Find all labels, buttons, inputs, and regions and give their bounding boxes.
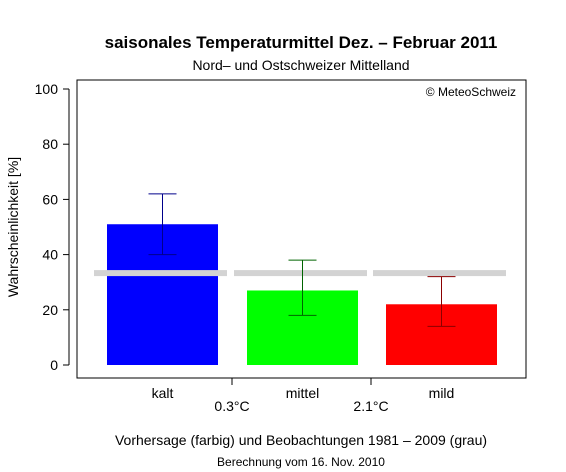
- x-axis: kalt mittel mild 0.3°C 2.1°C: [152, 378, 455, 414]
- y-tick-label: 40: [42, 247, 58, 263]
- error-bar-mittel: [288, 259, 317, 316]
- threshold-label: 2.1°C: [353, 398, 388, 414]
- y-tick-label: 80: [42, 136, 58, 152]
- climatology-segment: [94, 270, 227, 277]
- chart-subtitle: Nord– und Ostschweizer Mittelland: [192, 57, 409, 73]
- y-axis-label: Wahrscheinlichkeit [%]: [5, 157, 21, 297]
- climatology-group: [94, 270, 506, 277]
- error-bars-group: [148, 193, 456, 327]
- category-label-mild: mild: [429, 385, 455, 401]
- plot-frame: [76, 79, 527, 379]
- y-tick-label: 60: [42, 191, 58, 207]
- category-label-mittel: mittel: [286, 385, 319, 401]
- y-tick-label: 100: [35, 81, 59, 97]
- footnote: Berechnung vom 16. Nov. 2010: [217, 455, 385, 469]
- y-tick-label: 0: [50, 357, 58, 373]
- copyright-label: © MeteoSchweiz: [426, 85, 516, 99]
- climatology-segment: [373, 270, 506, 277]
- chart-title: saisonales Temperaturmittel Dez. – Febru…: [105, 33, 498, 52]
- x-axis-label: Vorhersage (farbig) und Beobachtungen 19…: [115, 432, 487, 448]
- y-tick-label: 20: [42, 302, 58, 318]
- climatology-segment: [234, 270, 367, 277]
- error-bar-mild: [427, 276, 456, 327]
- category-label-kalt: kalt: [152, 385, 174, 401]
- error-bar-kalt: [148, 193, 177, 256]
- y-axis: 0 20 40 60 80 100: [35, 81, 70, 373]
- threshold-label: 0.3°C: [214, 398, 249, 414]
